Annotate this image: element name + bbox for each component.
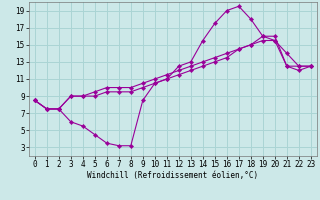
X-axis label: Windchill (Refroidissement éolien,°C): Windchill (Refroidissement éolien,°C) [87,171,258,180]
